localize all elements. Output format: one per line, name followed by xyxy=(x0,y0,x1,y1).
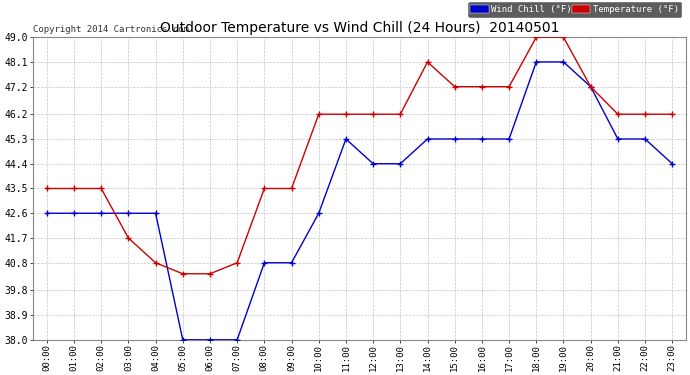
Legend: Wind Chill (°F), Temperature (°F): Wind Chill (°F), Temperature (°F) xyxy=(468,2,681,17)
Title: Outdoor Temperature vs Wind Chill (24 Hours)  20140501: Outdoor Temperature vs Wind Chill (24 Ho… xyxy=(160,21,560,34)
Text: Copyright 2014 Cartronics.com: Copyright 2014 Cartronics.com xyxy=(33,25,189,34)
